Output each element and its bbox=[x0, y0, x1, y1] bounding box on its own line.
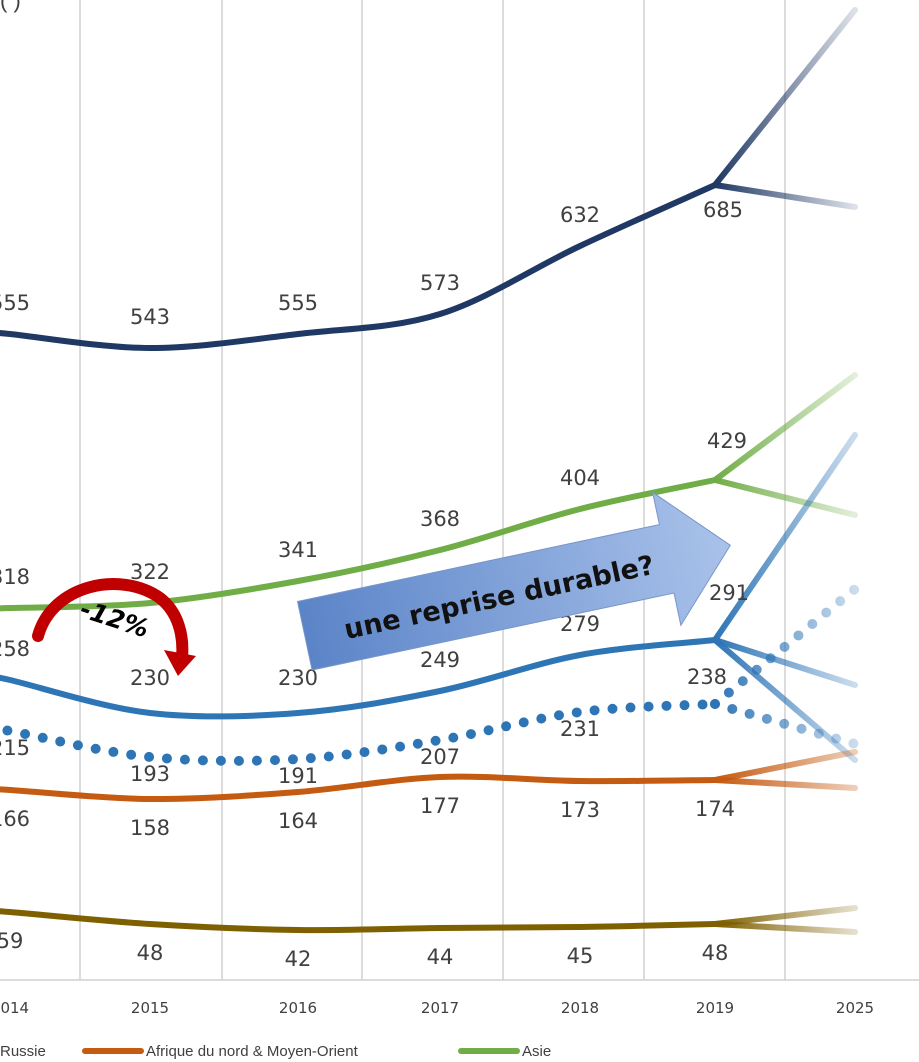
reprise-arrow-shape bbox=[296, 491, 731, 671]
data-label: 404 bbox=[560, 466, 600, 490]
x-tick-label: 2015 bbox=[131, 999, 169, 1017]
data-label: 573 bbox=[420, 271, 460, 295]
data-label: 158 bbox=[130, 816, 170, 840]
data-label: 368 bbox=[420, 507, 460, 531]
data-label: 230 bbox=[278, 666, 318, 690]
data-label: 207 bbox=[420, 745, 460, 769]
data-label: 341 bbox=[278, 538, 318, 562]
projection-line-3-0 bbox=[710, 584, 860, 709]
projection-line-2-0 bbox=[712, 432, 858, 643]
data-label: 173 bbox=[560, 798, 600, 822]
series-line-3 bbox=[0, 699, 720, 766]
data-label: 429 bbox=[707, 429, 747, 453]
data-label: 543 bbox=[130, 305, 170, 329]
line-chart: 555 543 555 573 632 685 318 322 341 368 404 429 258 2… bbox=[0, 0, 919, 1017]
x-tick-label: 2019 bbox=[696, 999, 734, 1017]
projection-line-2-1 bbox=[712, 637, 858, 688]
legend-item-russie: Russie bbox=[0, 1040, 46, 1062]
projection-line-5-1 bbox=[712, 921, 858, 935]
data-label: 230 bbox=[130, 666, 170, 690]
legend: Russie Afrique du nord & Moyen-Orient As… bbox=[0, 1040, 919, 1062]
series-line-2 bbox=[0, 637, 718, 720]
data-label: 322 bbox=[130, 560, 170, 584]
projection-lines bbox=[710, 7, 860, 935]
legend-item-asie: Asie bbox=[458, 1040, 551, 1062]
projection-line-3-1 bbox=[710, 699, 860, 749]
x-tick-label: 2014 bbox=[0, 999, 29, 1017]
series-line-4 bbox=[0, 773, 718, 803]
data-label: 318 bbox=[0, 565, 30, 589]
data-label: 291 bbox=[709, 581, 749, 605]
legend-swatch bbox=[82, 1048, 144, 1054]
data-label: 45 bbox=[567, 944, 594, 968]
legend-swatch bbox=[458, 1048, 520, 1054]
series-line-1 bbox=[0, 477, 718, 612]
data-label: 59 bbox=[0, 929, 23, 953]
x-tick-label: 2018 bbox=[561, 999, 599, 1017]
data-label: 48 bbox=[137, 941, 164, 965]
legend-label: Russie bbox=[0, 1042, 46, 1060]
data-label: 48 bbox=[702, 941, 729, 965]
data-label: 258 bbox=[0, 637, 30, 661]
series-line-0 bbox=[0, 182, 718, 352]
x-tick-labels: 2014 2015 2016 2017 2018 2019 2025 bbox=[0, 999, 874, 1017]
data-label: 42 bbox=[285, 947, 312, 971]
data-label: 632 bbox=[560, 203, 600, 227]
projection-line-5-0 bbox=[712, 905, 858, 927]
x-tick-label: 2017 bbox=[421, 999, 459, 1017]
data-label: 193 bbox=[130, 762, 170, 786]
projection-line-0-1 bbox=[712, 182, 858, 210]
data-label: 174 bbox=[695, 797, 735, 821]
data-label: 166 bbox=[0, 807, 30, 831]
projection-line-1-0 bbox=[712, 372, 858, 483]
legend-label: Afrique du nord & Moyen-Orient bbox=[146, 1042, 358, 1060]
legend-label: Asie bbox=[522, 1042, 552, 1060]
drop-arrowhead bbox=[164, 650, 196, 676]
data-label: 685 bbox=[703, 198, 743, 222]
data-label: 249 bbox=[420, 648, 460, 672]
data-label: 555 bbox=[0, 291, 30, 315]
projection-line-4-1 bbox=[712, 777, 858, 791]
projection-line-0-0 bbox=[712, 7, 858, 188]
x-tick-label: 2016 bbox=[279, 999, 317, 1017]
data-label: 215 bbox=[0, 736, 30, 760]
chart-title-fragment: ( ) bbox=[0, 0, 21, 13]
vertical-gridlines bbox=[79, 0, 786, 980]
x-tick-label: 2025 bbox=[836, 999, 874, 1017]
data-label: 177 bbox=[420, 794, 460, 818]
data-label: 44 bbox=[427, 945, 454, 969]
data-label: 238 bbox=[687, 665, 727, 689]
data-label: 555 bbox=[278, 291, 318, 315]
data-label: 191 bbox=[278, 764, 318, 788]
projection-line-4-0 bbox=[712, 749, 858, 783]
series-line-5 bbox=[0, 908, 718, 934]
data-label: 164 bbox=[278, 809, 318, 833]
data-label: 231 bbox=[560, 717, 600, 741]
legend-item-afrique: Afrique du nord & Moyen-Orient bbox=[82, 1040, 358, 1062]
data-labels: 555 543 555 573 632 685 318 322 341 368 404 429 258 2… bbox=[0, 198, 749, 971]
projection-line-1-1 bbox=[712, 477, 858, 518]
drop-arc bbox=[32, 578, 189, 664]
series-lines bbox=[0, 182, 720, 934]
